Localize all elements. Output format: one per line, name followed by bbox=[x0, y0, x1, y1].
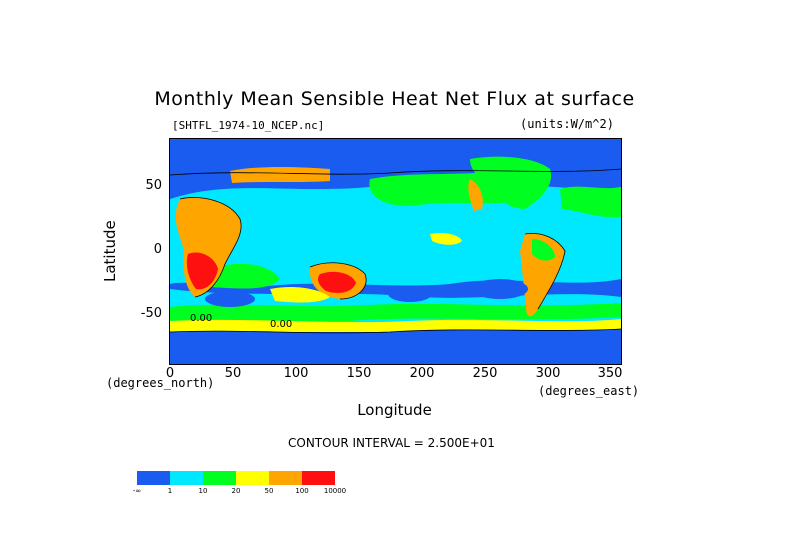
x-tick-label: 0 bbox=[165, 366, 175, 381]
yellow-band-southern bbox=[170, 319, 621, 333]
eurasia-warm bbox=[230, 167, 330, 183]
chart-title: Monthly Mean Sensible Heat Net Flux at s… bbox=[154, 88, 635, 110]
green-patch-indian bbox=[210, 263, 280, 289]
color-legend: -∞ 1 10 20 50 100 10000 bbox=[133, 471, 357, 497]
africa-hot bbox=[186, 252, 218, 290]
blue-oval-3 bbox=[205, 291, 255, 307]
green-patch-atlantic bbox=[560, 186, 621, 218]
blue-oval-1 bbox=[472, 279, 528, 299]
y-tick-label: 50 bbox=[145, 178, 162, 193]
x-tick-label: 100 bbox=[283, 366, 309, 381]
south-america-core bbox=[532, 239, 555, 261]
australia-hot bbox=[318, 271, 356, 293]
x-axis-label: Longitude bbox=[0, 401, 789, 419]
inline-contour-label: 0.00 bbox=[270, 319, 293, 330]
legend-swatch bbox=[236, 471, 269, 485]
legend-label: 100 bbox=[295, 487, 309, 495]
legend-swatch bbox=[269, 471, 302, 485]
x-tick-label: 150 bbox=[346, 366, 372, 381]
north-america-land bbox=[470, 156, 552, 209]
inline-contour-label: 0.00 bbox=[190, 313, 213, 324]
legend-label: -∞ bbox=[132, 487, 142, 495]
y-tick-label: 0 bbox=[153, 242, 162, 257]
legend-label: 10 bbox=[198, 487, 208, 495]
units-label: (units:W/m^2) bbox=[520, 117, 614, 131]
antarctic-band bbox=[170, 332, 621, 364]
green-band-southern bbox=[170, 303, 621, 323]
ocean-cool-band-north bbox=[170, 186, 621, 288]
legend-label: 20 bbox=[231, 487, 241, 495]
y-tick-label: -50 bbox=[140, 306, 162, 321]
contour-interval-text: CONTOUR INTERVAL = 2.500E+01 bbox=[288, 436, 495, 450]
x-tick-label: 50 bbox=[224, 366, 242, 381]
x-unit-note: (degrees_east) bbox=[538, 384, 640, 398]
flux-map bbox=[170, 139, 621, 364]
legend-label: 1 bbox=[167, 487, 173, 495]
legend-swatch bbox=[137, 471, 170, 485]
yellow-patch-south-indian bbox=[270, 286, 330, 303]
x-tick-label: 250 bbox=[472, 366, 498, 381]
legend-label: 10000 bbox=[323, 487, 347, 495]
x-tick-label: 200 bbox=[409, 366, 435, 381]
x-unit-note: (degrees_north) bbox=[106, 376, 215, 390]
yellow-patch-pacific bbox=[430, 232, 462, 245]
legend-swatch bbox=[170, 471, 203, 485]
asia-margin bbox=[468, 179, 483, 211]
file-label: [SHTFL_1974-10_NCEP.nc] bbox=[172, 119, 325, 132]
x-tick-label: 350 bbox=[597, 366, 623, 381]
x-axis-label-text: Longitude bbox=[357, 401, 432, 419]
map-plot-area: 0.00 0.00 bbox=[169, 138, 622, 365]
legend-swatch bbox=[203, 471, 236, 485]
blue-oval-2 bbox=[388, 286, 432, 302]
legend-label: 50 bbox=[264, 487, 274, 495]
arctic-band bbox=[170, 139, 621, 175]
legend-swatch bbox=[302, 471, 335, 485]
y-axis-label: Latitude bbox=[101, 220, 119, 282]
x-tick-label: 300 bbox=[535, 366, 561, 381]
contour-lines bbox=[170, 168, 621, 334]
